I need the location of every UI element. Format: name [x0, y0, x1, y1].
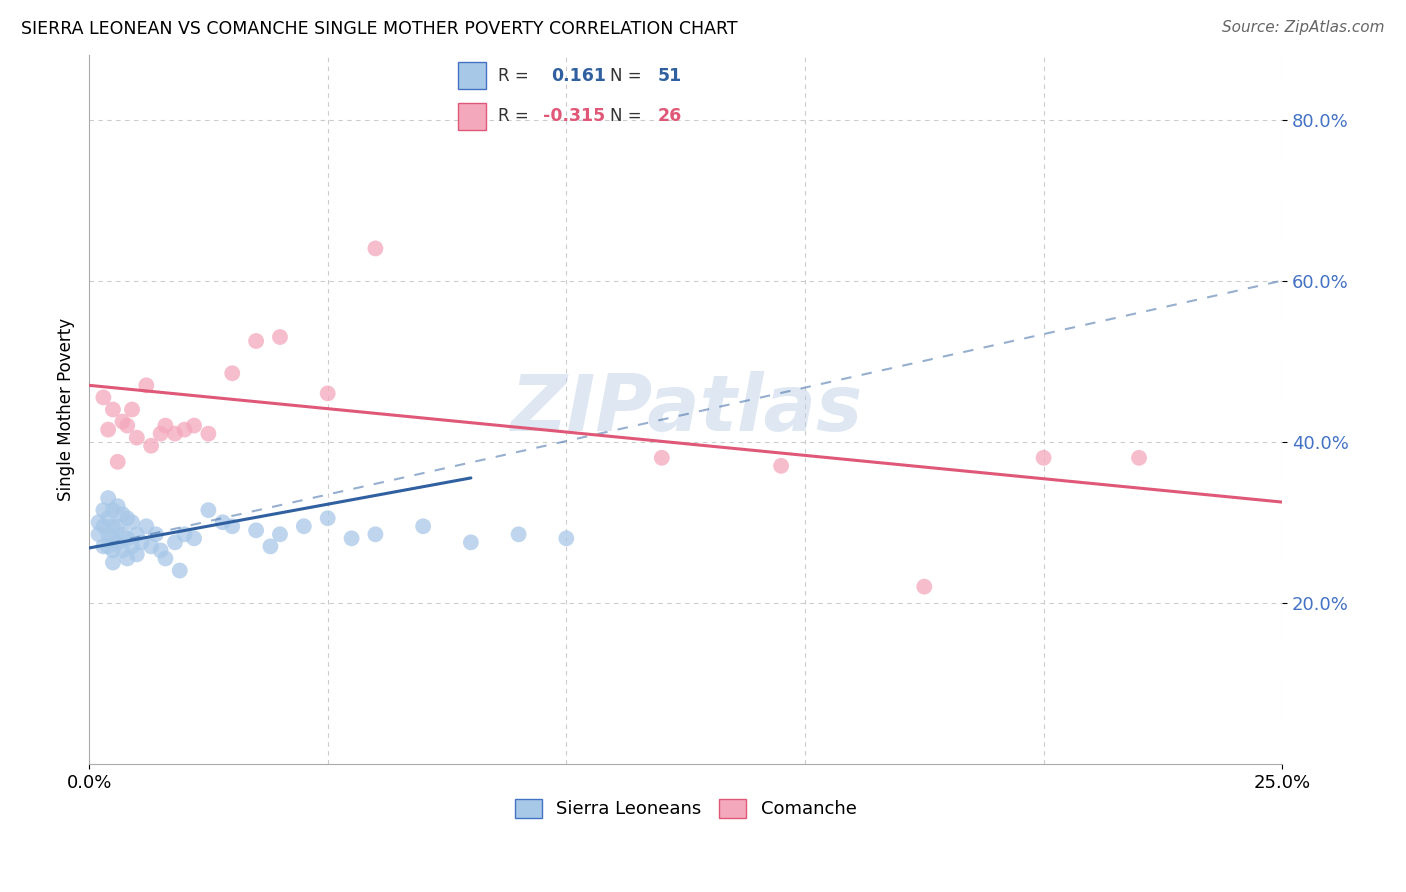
Point: [412, 519, 434, 533]
Point: [131, 535, 153, 549]
Point: [93, 540, 115, 554]
Point: [93, 503, 115, 517]
Point: [508, 527, 530, 541]
Point: [117, 511, 139, 525]
Text: N =: N =: [610, 107, 641, 125]
Point: [1128, 450, 1150, 465]
Point: [163, 535, 186, 549]
Point: [221, 519, 243, 533]
Point: [87, 527, 110, 541]
Point: [259, 540, 281, 554]
Point: [101, 519, 124, 533]
Point: [117, 551, 139, 566]
Point: [107, 535, 129, 549]
Point: [125, 548, 148, 562]
Point: [316, 511, 339, 525]
Point: [121, 515, 143, 529]
Point: [117, 418, 139, 433]
Point: [125, 527, 148, 541]
Point: [121, 402, 143, 417]
Point: [770, 458, 793, 473]
Text: N =: N =: [610, 67, 641, 85]
Point: [125, 431, 148, 445]
Point: [364, 527, 387, 541]
Point: [173, 527, 195, 541]
Text: 51: 51: [658, 67, 682, 85]
Point: [155, 418, 177, 433]
Point: [107, 519, 129, 533]
Point: [101, 556, 124, 570]
Point: [292, 519, 315, 533]
Point: [1032, 450, 1054, 465]
Text: 0.161: 0.161: [551, 67, 606, 85]
Point: [107, 499, 129, 513]
Point: [139, 540, 162, 554]
Text: 26: 26: [658, 107, 682, 125]
Point: [97, 423, 120, 437]
Point: [149, 426, 172, 441]
Legend: Sierra Leoneans, Comanche: Sierra Leoneans, Comanche: [508, 792, 863, 826]
Point: [340, 532, 363, 546]
Point: [93, 391, 115, 405]
Text: SIERRA LEONEAN VS COMANCHE SINGLE MOTHER POVERTY CORRELATION CHART: SIERRA LEONEAN VS COMANCHE SINGLE MOTHER…: [21, 20, 738, 37]
Point: [101, 402, 124, 417]
Point: [197, 503, 219, 517]
Text: R =: R =: [498, 67, 529, 85]
Point: [173, 423, 195, 437]
Point: [139, 439, 162, 453]
Point: [111, 507, 134, 521]
Point: [97, 540, 120, 554]
Point: [87, 515, 110, 529]
Text: ZIPatlas: ZIPatlas: [509, 371, 862, 448]
FancyBboxPatch shape: [458, 103, 486, 130]
Point: [93, 519, 115, 533]
FancyBboxPatch shape: [458, 62, 486, 89]
Point: [269, 527, 291, 541]
Text: Source: ZipAtlas.com: Source: ZipAtlas.com: [1222, 20, 1385, 35]
Point: [117, 532, 139, 546]
Point: [651, 450, 673, 465]
Point: [912, 580, 935, 594]
Y-axis label: Single Mother Poverty: Single Mother Poverty: [58, 318, 75, 501]
Point: [555, 532, 578, 546]
Point: [221, 366, 243, 380]
Point: [169, 564, 191, 578]
Point: [163, 426, 186, 441]
Text: R =: R =: [498, 107, 529, 125]
Point: [101, 532, 124, 546]
Point: [101, 503, 124, 517]
Point: [101, 543, 124, 558]
Point: [111, 543, 134, 558]
Text: -0.315: -0.315: [543, 107, 605, 125]
Point: [245, 334, 267, 348]
Point: [460, 535, 482, 549]
Point: [145, 527, 167, 541]
Point: [183, 532, 205, 546]
Point: [211, 515, 233, 529]
Point: [135, 378, 157, 392]
Point: [245, 523, 267, 537]
Point: [97, 511, 120, 525]
Point: [269, 330, 291, 344]
Point: [111, 415, 134, 429]
Point: [111, 527, 134, 541]
Point: [364, 241, 387, 255]
Point: [135, 519, 157, 533]
Point: [149, 543, 172, 558]
Point: [155, 551, 177, 566]
Point: [97, 527, 120, 541]
Point: [316, 386, 339, 401]
Point: [183, 418, 205, 433]
Point: [121, 540, 143, 554]
Point: [97, 491, 120, 505]
Point: [107, 455, 129, 469]
Point: [197, 426, 219, 441]
